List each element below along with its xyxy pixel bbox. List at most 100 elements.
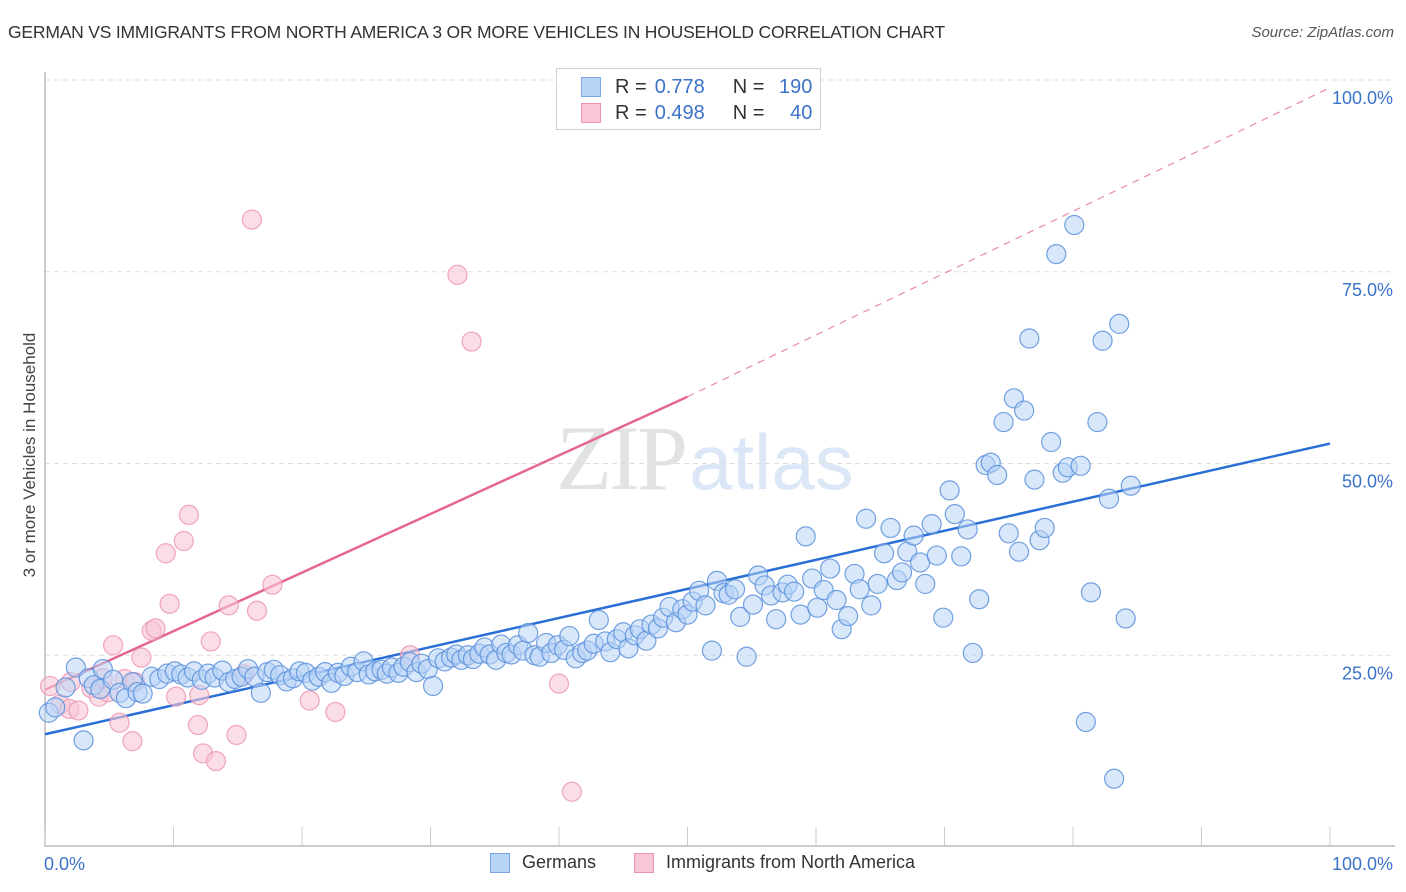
data-point [518, 622, 539, 644]
data-point [422, 675, 444, 697]
legend-r-value: 0.778 [654, 75, 705, 98]
data-point [559, 625, 580, 647]
data-point [962, 642, 983, 664]
data-point [173, 530, 194, 552]
data-point [1019, 328, 1040, 349]
legend-n-label: N = [732, 75, 765, 98]
series-label-immigrants: Immigrants from North America [666, 852, 916, 872]
data-point [915, 573, 936, 595]
chart-title: GERMAN VS IMMIGRANTS FROM NORTH AMERICA … [8, 22, 946, 42]
points-immigrants [40, 209, 582, 802]
data-point [178, 504, 200, 525]
data-point [155, 543, 176, 564]
data-point [103, 635, 124, 656]
data-point [921, 513, 942, 535]
data-point [299, 690, 320, 711]
data-point [951, 546, 972, 567]
x-tick-label: 100.0% [1332, 854, 1393, 874]
legend-r-label: R = [615, 75, 647, 98]
trend-line-immigrants-extrapolated [687, 87, 1331, 398]
data-point [1098, 488, 1120, 509]
data-point [849, 579, 870, 600]
y-tick-label: 75.0% [1342, 280, 1393, 300]
data-point [861, 595, 882, 616]
gridlines [45, 79, 1395, 656]
data-point [1080, 582, 1102, 603]
data-point [993, 411, 1014, 433]
data-point [561, 781, 582, 802]
data-point [987, 464, 1008, 486]
data-point [742, 594, 764, 615]
data-point [250, 682, 271, 703]
x-tick-label: 0.0% [44, 854, 85, 874]
legend-r-label: R = [615, 101, 647, 124]
data-point [1092, 330, 1113, 351]
data-point [1109, 313, 1130, 335]
data-point [1070, 455, 1091, 476]
series-label-germans: Germans [522, 852, 597, 872]
data-point [45, 697, 66, 718]
y-tick-label: 100.0% [1332, 88, 1393, 108]
data-point [695, 595, 716, 616]
data-point [998, 523, 1019, 544]
data-point [200, 631, 221, 652]
legend-row-immigrants: R = 0.498 N = 40 [581, 101, 812, 125]
legend-n-value: 40 [790, 101, 813, 124]
data-point [1115, 608, 1136, 629]
data-point [874, 543, 895, 564]
data-point [856, 508, 877, 529]
data-point [826, 589, 847, 611]
legend-r-value: 0.498 [654, 101, 705, 124]
data-point [1087, 411, 1108, 433]
data-point [1024, 469, 1045, 490]
legend-row-germans: R = 0.778 N = 190 [581, 75, 812, 99]
data-point [957, 519, 978, 540]
data-point [187, 714, 209, 736]
series-legend-germans[interactable]: Germans [490, 852, 596, 873]
data-point [891, 562, 913, 583]
y-tick-label: 50.0% [1342, 472, 1393, 492]
data-point [795, 526, 816, 547]
trend-lines [44, 87, 1331, 736]
legend-swatch-germans [581, 77, 601, 97]
points-germans [38, 214, 1141, 789]
data-point [730, 606, 751, 628]
data-point [880, 517, 901, 539]
data-point [159, 593, 180, 614]
correlation-legend: R = 0.778 N = 190 R = 0.498 N = 40 [556, 68, 821, 130]
data-point [784, 581, 805, 602]
legend-swatch-immigrants [581, 103, 601, 123]
data-point [933, 607, 954, 628]
data-point [1014, 400, 1035, 421]
data-point [926, 545, 947, 566]
data-point [262, 574, 283, 595]
data-point [944, 504, 965, 525]
data-point [766, 609, 787, 630]
data-point [588, 609, 609, 631]
data-point [867, 573, 888, 595]
axes [44, 72, 1395, 847]
legend-n-label: N = [732, 101, 765, 124]
data-point [145, 618, 166, 639]
data-point [807, 597, 828, 618]
y-tick-label: 25.0% [1342, 663, 1393, 683]
data-point [903, 525, 924, 546]
data-point [109, 712, 130, 733]
data-point [131, 647, 152, 668]
legend-n-value: 190 [779, 75, 813, 98]
data-point [1041, 431, 1062, 453]
data-point [218, 595, 239, 616]
data-point [325, 701, 346, 723]
trend-line-immigrants [44, 395, 689, 691]
data-point [1120, 475, 1141, 496]
data-point [246, 600, 268, 621]
data-point [55, 677, 76, 698]
data-point [461, 331, 482, 352]
data-point [122, 731, 143, 752]
series-legend-immigrants[interactable]: Immigrants from North America [634, 852, 915, 873]
x-tick-labels: 0.0% 100.0% [44, 854, 1393, 874]
series-swatch-germans [490, 852, 510, 873]
data-point [1064, 214, 1085, 236]
data-point [241, 209, 262, 230]
